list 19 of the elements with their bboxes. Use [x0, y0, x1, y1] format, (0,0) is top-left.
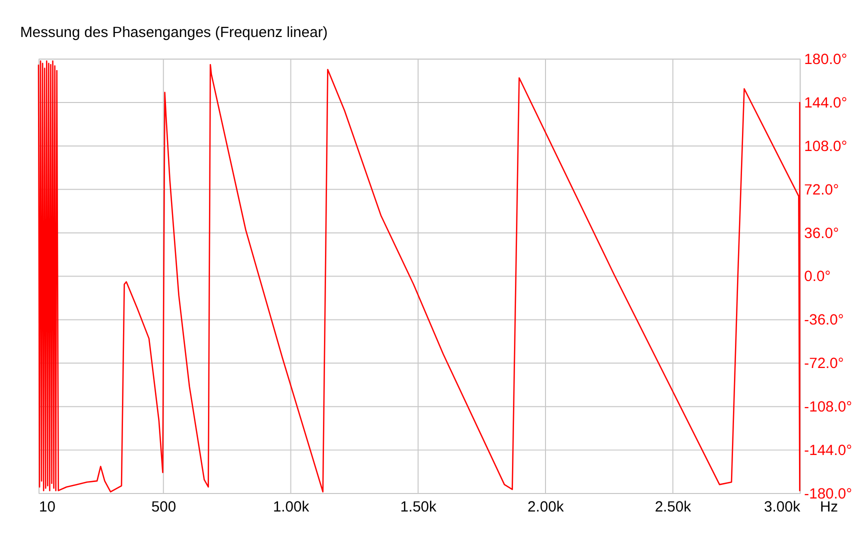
- x-tick-label: 10: [39, 499, 56, 516]
- y-tick-label: 144.0°: [804, 95, 848, 112]
- y-tick-label: -72.0°: [804, 356, 844, 372]
- x-tick-label: 3.00k: [764, 499, 801, 516]
- chart-title: Messung des Phasenganges (Frequenz linear): [20, 24, 328, 41]
- x-tick-label: 2.50k: [654, 499, 692, 516]
- y-tick-label: 180.0°: [804, 52, 848, 68]
- y-tick-label: -144.0°: [804, 443, 852, 459]
- x-tick-label: 1.50k: [400, 499, 438, 516]
- y-tick-label: 72.0°: [804, 182, 839, 198]
- y-tick-label: 0.0°: [804, 269, 831, 286]
- y-tick-label: 108.0°: [804, 138, 848, 155]
- y-tick-label: -108.0°: [804, 400, 852, 416]
- x-tick-label: 1.00k: [272, 499, 310, 516]
- x-tick-label: 2.00k: [528, 499, 564, 516]
- y-tick-label: -36.0°: [804, 312, 844, 329]
- x-tick-label: 500: [151, 499, 176, 516]
- y-tick-label: 36.0°: [804, 226, 839, 242]
- line-series: [38, 60, 800, 492]
